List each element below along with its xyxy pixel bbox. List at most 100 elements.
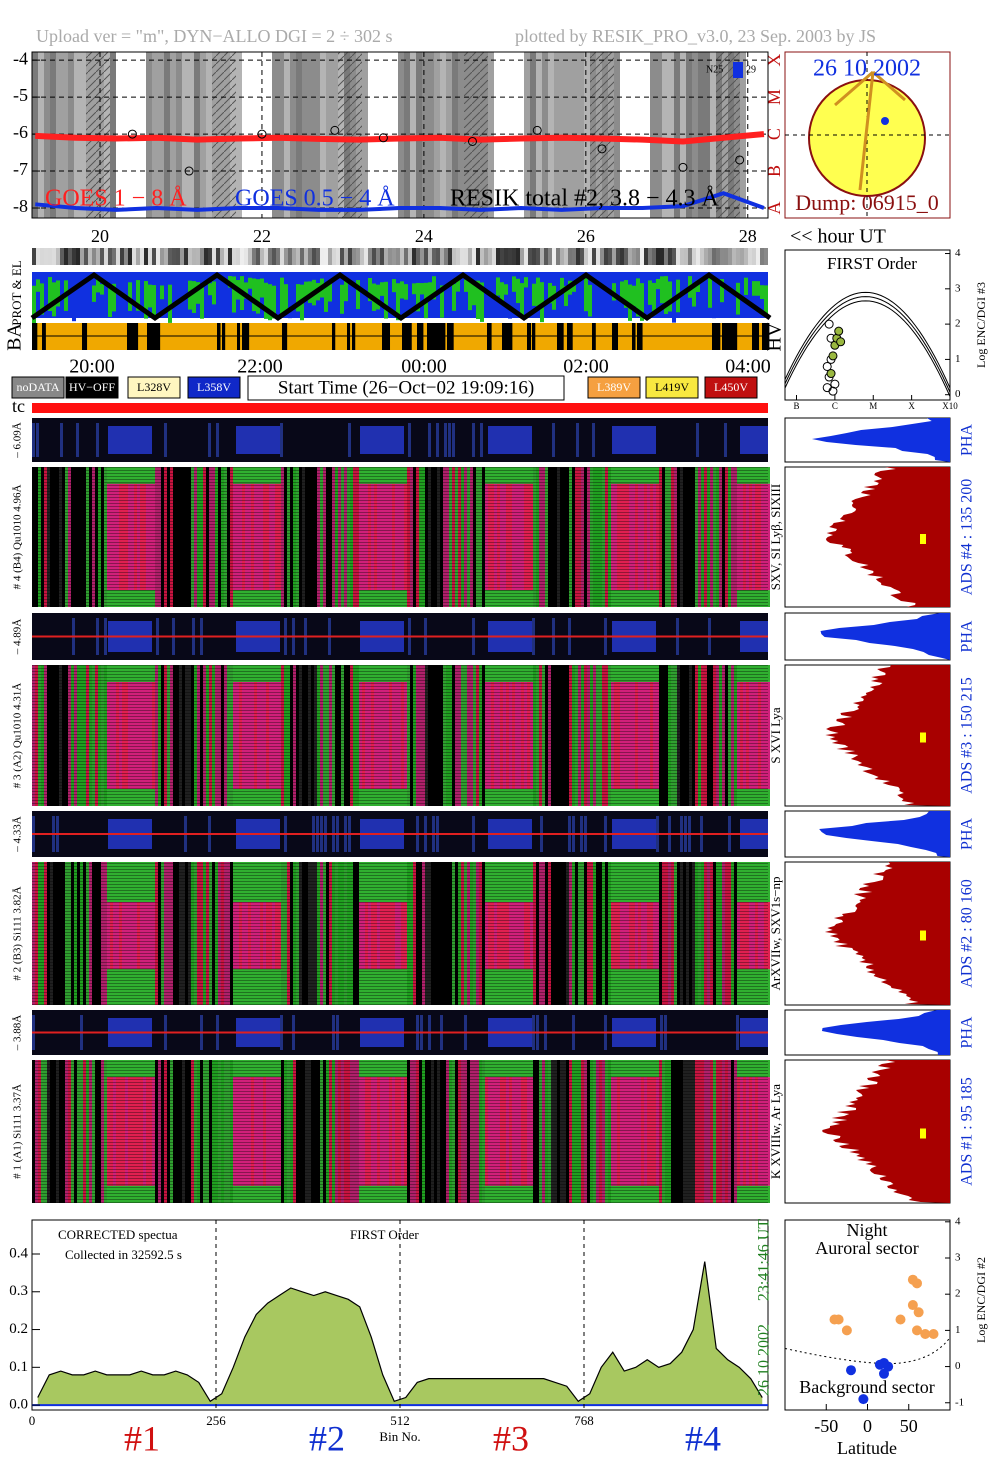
legend-label: HV−OFF bbox=[69, 380, 115, 394]
prot-cell bbox=[196, 248, 200, 265]
prot-cell bbox=[680, 248, 684, 265]
prot-cell bbox=[624, 248, 628, 265]
orbit-band bbox=[362, 52, 368, 218]
time-label: 04:00 bbox=[725, 356, 771, 378]
prot-cell bbox=[272, 248, 276, 265]
prot-cell bbox=[504, 284, 508, 295]
prot-cell bbox=[256, 279, 260, 314]
prot-cell bbox=[428, 282, 432, 299]
pha-cell bbox=[76, 423, 79, 457]
pha-cell bbox=[400, 426, 404, 454]
orbit-band bbox=[452, 52, 458, 218]
orbit-band bbox=[320, 52, 326, 218]
orbit-band bbox=[644, 52, 650, 218]
data-point bbox=[828, 351, 838, 361]
prot-cell bbox=[728, 282, 732, 312]
orbit-band bbox=[200, 52, 206, 218]
prot-cell bbox=[144, 281, 148, 319]
pha-cell bbox=[60, 423, 63, 457]
x-tick-label: X10 bbox=[942, 401, 958, 411]
spectrum-title: FIRST Order bbox=[350, 1227, 419, 1242]
prot-cell bbox=[152, 285, 156, 317]
orbit-band bbox=[380, 52, 386, 218]
orbit-band bbox=[176, 52, 182, 218]
prot-cell bbox=[436, 248, 440, 265]
prot-cell bbox=[252, 278, 256, 312]
data-point bbox=[735, 155, 745, 165]
prot-cell bbox=[600, 248, 604, 265]
prot-cell bbox=[592, 284, 596, 315]
prot-cell bbox=[452, 248, 456, 265]
prot-cell bbox=[560, 248, 564, 265]
prot-cell bbox=[508, 248, 512, 265]
prot-cell bbox=[292, 277, 296, 295]
orbit-band bbox=[122, 52, 128, 218]
prot-cell bbox=[108, 248, 112, 265]
channel-label: – 6.09Å bbox=[12, 422, 24, 459]
prot-cell bbox=[512, 248, 516, 265]
prot-cell bbox=[388, 248, 392, 265]
prot-cell bbox=[408, 285, 412, 313]
prot-cell bbox=[548, 248, 552, 265]
hatch-band bbox=[470, 52, 476, 218]
x-tick-label: 768 bbox=[574, 1413, 594, 1428]
prot-cell bbox=[564, 285, 568, 307]
tc-label: tc bbox=[12, 396, 25, 416]
prot-cell bbox=[356, 280, 360, 310]
prot-cell bbox=[708, 277, 712, 308]
prot-cell bbox=[448, 280, 452, 304]
prot-cell bbox=[736, 282, 740, 315]
orbit-band bbox=[698, 52, 704, 218]
segment-label: #4 bbox=[685, 1418, 721, 1458]
model-curve bbox=[784, 296, 951, 393]
prot-cell bbox=[288, 248, 292, 265]
pha-cell bbox=[504, 426, 508, 454]
spec-cell bbox=[767, 789, 770, 806]
pha-cell bbox=[652, 426, 656, 454]
hatch-band bbox=[344, 52, 350, 218]
prot-cell bbox=[148, 284, 152, 308]
legend-box bbox=[704, 376, 758, 399]
orbit-band bbox=[572, 52, 578, 218]
prot-cell bbox=[660, 248, 664, 265]
spec-cell bbox=[767, 681, 770, 790]
prot-cell bbox=[584, 276, 588, 312]
pha-cell bbox=[632, 426, 636, 454]
prot-cell bbox=[368, 248, 372, 265]
prot-cell bbox=[488, 248, 492, 265]
hatch-band bbox=[464, 52, 470, 218]
prot-cell bbox=[72, 248, 76, 265]
prot-cell bbox=[296, 284, 300, 312]
frame bbox=[784, 249, 951, 401]
streaks bbox=[32, 467, 768, 607]
pha-cell bbox=[444, 423, 447, 457]
prot-cell bbox=[400, 281, 404, 299]
orbit-band bbox=[140, 52, 146, 218]
prot-cell bbox=[556, 248, 560, 265]
x-tick-label: 20 bbox=[91, 226, 109, 246]
pha-cell bbox=[244, 426, 248, 454]
time-label: 20:00 bbox=[69, 356, 115, 378]
prot-cell bbox=[124, 248, 128, 265]
prot-cell bbox=[652, 248, 656, 265]
orbit-band bbox=[368, 52, 374, 218]
prot-cell bbox=[204, 248, 208, 265]
data-point bbox=[879, 1357, 889, 1368]
orbit-band bbox=[116, 52, 122, 218]
prot-cell bbox=[376, 284, 380, 310]
pha-cell bbox=[208, 423, 211, 457]
pha-cell bbox=[436, 423, 439, 457]
prot-cell bbox=[676, 248, 680, 265]
pha-cell bbox=[124, 426, 128, 454]
frame bbox=[31, 51, 769, 219]
ads-label: ADS #4 : 135 200 bbox=[959, 479, 976, 595]
prot-cell bbox=[296, 248, 300, 265]
prot-cell bbox=[364, 277, 368, 297]
orbit-band bbox=[710, 52, 716, 218]
orbit-band bbox=[692, 52, 698, 218]
pha-cell bbox=[388, 426, 392, 454]
prot-cell bbox=[760, 285, 764, 299]
prot-cell bbox=[404, 248, 408, 265]
prot-cell bbox=[60, 248, 64, 265]
pha-cell bbox=[392, 426, 396, 454]
